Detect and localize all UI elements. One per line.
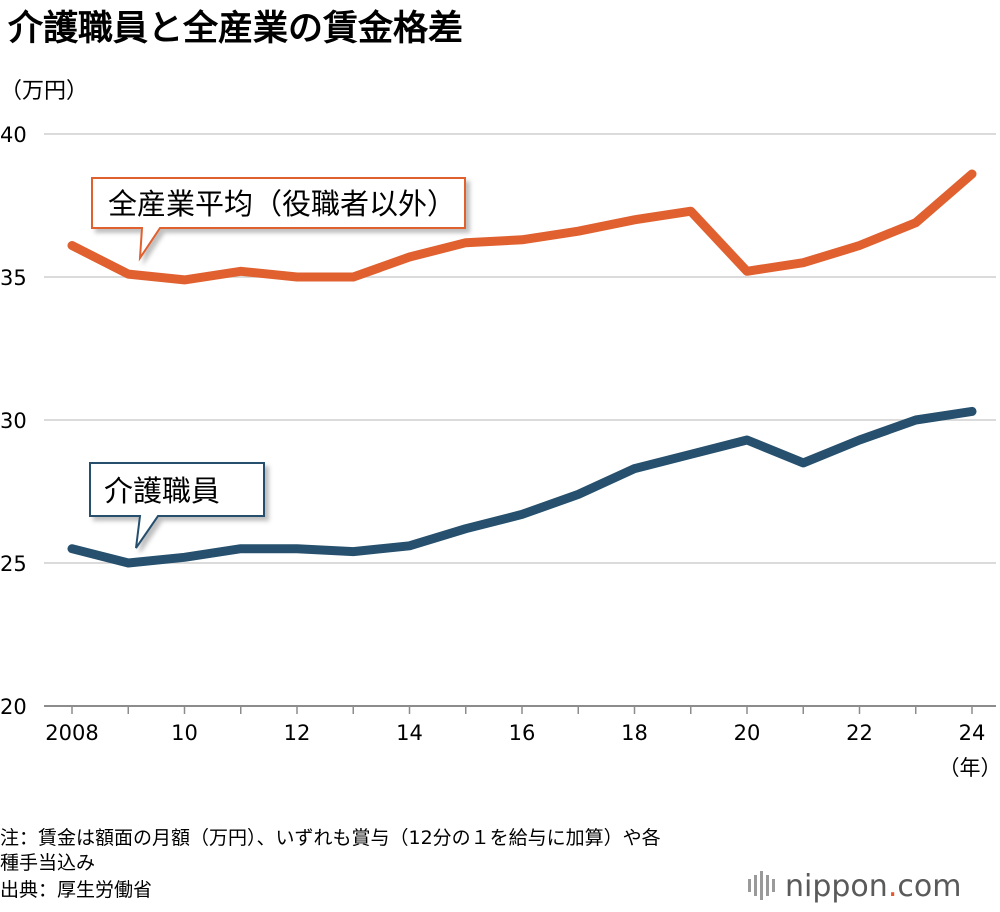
- x-axis: 2008 10 12 14 16 18 20 22 24: [45, 706, 985, 745]
- legend-label-care-workers: 介護職員: [104, 474, 220, 508]
- legend-callout-care-workers: 介護職員: [89, 462, 265, 549]
- x-tick-label-2010: 10: [171, 721, 198, 745]
- source-note: 出典：厚生労働省: [0, 879, 152, 901]
- y-tick-label-35: 35: [0, 266, 27, 290]
- legend-label-all-industries: 全産業平均（役職者以外）: [108, 187, 456, 221]
- y-tick-label-30: 30: [0, 409, 27, 433]
- x-tick-label-2020: 20: [734, 721, 761, 745]
- chart-title: 介護職員と全産業の賃金格差: [8, 8, 463, 49]
- y-tick-label-20: 20: [0, 695, 27, 719]
- y-axis-unit: （万円）: [0, 79, 88, 104]
- x-tick-label-2014: 14: [396, 721, 423, 745]
- x-tick-label-2016: 16: [509, 721, 536, 745]
- x-tick-label-2008: 2008: [45, 721, 98, 745]
- svg-text:nippon.com: nippon.com: [785, 869, 961, 904]
- logo-dot: .: [888, 869, 898, 904]
- y-tick-labels: 20 25 30 35 40: [0, 123, 27, 719]
- x-axis-unit: （年）: [939, 756, 1000, 780]
- series-line-1: [67, 406, 977, 568]
- x-tick-label-2012: 12: [284, 721, 311, 745]
- logo-text-com: com: [897, 869, 961, 904]
- x-tick-label-2024: 24: [959, 721, 986, 745]
- y-tick-label-40: 40: [0, 123, 27, 147]
- note-line-1: 注：賃金は額面の月額（万円）、いずれも賞与（12分の１を給与に加算）や各: [0, 827, 661, 849]
- note-line-2: 種手当込み: [0, 852, 95, 874]
- series-lines: [67, 169, 977, 568]
- series-line-0: [67, 169, 977, 285]
- legend-callout-all-industries: 全産業平均（役職者以外）: [91, 177, 466, 262]
- x-tick-label-2018: 18: [621, 721, 648, 745]
- x-tick-label-2022: 22: [846, 721, 873, 745]
- logo-text-nippon: nippon: [785, 869, 888, 904]
- y-tick-label-25: 25: [0, 552, 27, 576]
- nippon-logo: nippon.com: [748, 869, 961, 904]
